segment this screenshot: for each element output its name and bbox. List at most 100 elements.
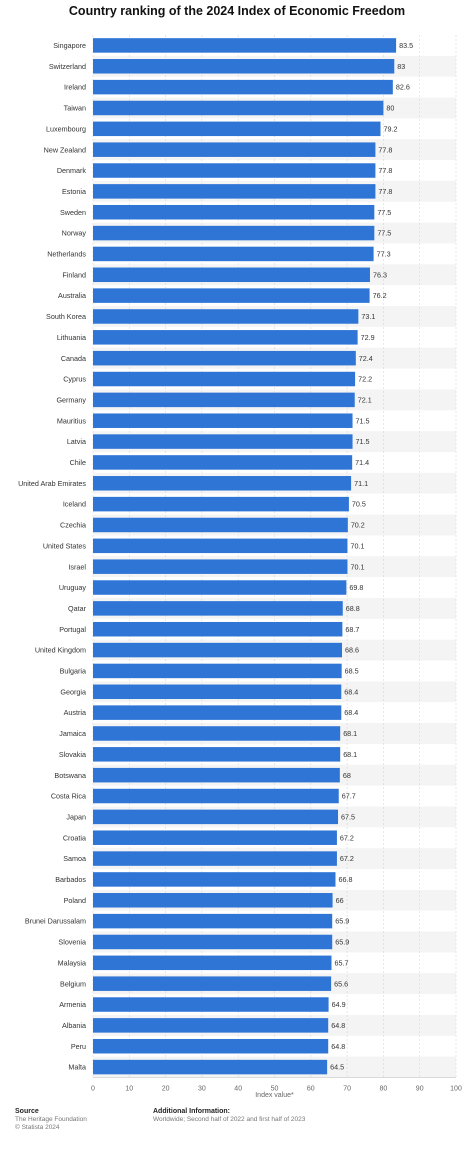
data-label: 70.1	[350, 562, 364, 571]
category-label: Uruguay	[59, 583, 87, 592]
bar	[93, 580, 347, 595]
data-label: 64.5	[330, 1063, 344, 1072]
category-label: Luxembourg	[46, 124, 86, 133]
bar	[93, 1059, 328, 1075]
category-label: Samoa	[63, 854, 86, 863]
bar	[93, 100, 384, 116]
data-label: 67.2	[340, 854, 354, 863]
data-label: 68.5	[345, 667, 359, 676]
bar	[93, 496, 349, 512]
data-label: 68.4	[344, 687, 358, 696]
data-label: 64.8	[331, 1021, 345, 1030]
data-label: 72.4	[359, 354, 373, 363]
category-label: Latvia	[67, 437, 86, 446]
x-tick-label: 90	[416, 1086, 424, 1093]
data-label: 68.4	[344, 708, 358, 717]
bar	[93, 121, 381, 137]
bar	[93, 413, 353, 428]
bar	[93, 997, 329, 1012]
bar	[93, 142, 376, 157]
bar	[93, 934, 333, 950]
category-label: United Kingdom	[35, 646, 86, 655]
x-tick-label: 60	[307, 1086, 315, 1093]
category-label: Slovakia	[59, 750, 86, 759]
data-label: 64.9	[332, 1000, 346, 1009]
category-label: Ireland	[64, 83, 86, 92]
bar	[93, 79, 393, 95]
data-label: 77.8	[378, 166, 392, 175]
source-line-1: The Heritage Foundation	[15, 1116, 87, 1123]
bar	[93, 621, 343, 637]
data-label: 77.8	[378, 187, 392, 196]
category-label: Taiwan	[64, 104, 86, 113]
bar	[93, 371, 356, 387]
category-label: Georgia	[60, 687, 86, 696]
bar	[93, 893, 333, 908]
category-label: Japan	[66, 812, 86, 821]
category-label: Australia	[58, 291, 86, 300]
x-tick-label: 50	[271, 1086, 279, 1093]
category-label: United Arab Emirates	[18, 479, 86, 488]
data-label: 79.2	[383, 124, 397, 133]
category-label: Sweden	[60, 208, 86, 217]
category-label: Albania	[62, 1021, 86, 1030]
bar	[93, 809, 339, 825]
category-label: New Zealand	[44, 145, 86, 154]
bar	[93, 38, 397, 53]
bar	[93, 225, 375, 241]
bar	[93, 267, 370, 283]
category-label: Jamaica	[59, 729, 86, 738]
data-label: 76.3	[373, 270, 387, 279]
data-label: 68.7	[345, 625, 359, 634]
data-label: 82.6	[396, 83, 410, 92]
data-label: 67.5	[341, 812, 355, 821]
category-label: Norway	[62, 229, 87, 238]
bar	[93, 204, 375, 220]
category-label: Iceland	[63, 500, 86, 509]
data-label: 76.2	[373, 291, 387, 300]
x-tick-label: 10	[125, 1086, 133, 1093]
bar	[93, 767, 340, 783]
data-label: 77.5	[377, 229, 391, 238]
bar	[93, 288, 370, 303]
bar	[93, 976, 332, 991]
bar	[93, 830, 337, 845]
data-label: 72.2	[358, 375, 372, 384]
data-label: 71.5	[356, 416, 370, 425]
category-label: Mauritius	[57, 416, 87, 425]
category-label: Netherlands	[47, 250, 86, 259]
additional-info-line-1: Worldwide; Second half of 2022 and first…	[153, 1116, 306, 1123]
category-label: Barbados	[55, 875, 86, 884]
x-tick-label: 100	[450, 1086, 462, 1093]
x-tick-label: 30	[198, 1086, 206, 1093]
additional-info-block: Additional Information: Worldwide; Secon…	[153, 1108, 305, 1124]
additional-info-heading: Additional Information:	[153, 1108, 230, 1115]
bar	[93, 330, 358, 345]
data-label: 70.2	[351, 521, 365, 530]
data-label: 83.5	[399, 41, 413, 50]
category-label: Peru	[71, 1042, 86, 1051]
category-label: Czechia	[60, 521, 86, 530]
data-label: 65.7	[334, 958, 348, 967]
bar	[93, 517, 348, 533]
bar	[93, 434, 353, 449]
bar	[93, 642, 343, 658]
data-label: 77.8	[378, 145, 392, 154]
category-label: Costa Rica	[51, 792, 86, 801]
category-label: Germany	[56, 395, 86, 404]
data-label: 68.8	[346, 604, 360, 613]
bar	[93, 788, 339, 804]
bar	[93, 747, 341, 762]
x-tick-label: 0	[91, 1086, 95, 1093]
bar	[93, 246, 374, 262]
source-block: Source The Heritage Foundation © Statist…	[15, 1108, 87, 1132]
data-label: 70.5	[352, 500, 366, 509]
category-label: Qatar	[68, 604, 87, 613]
category-label: Malaysia	[58, 958, 86, 967]
bar	[93, 726, 341, 741]
x-tick-label: 80	[380, 1086, 388, 1093]
bar	[93, 1038, 329, 1054]
category-label: Austria	[64, 708, 86, 717]
category-label: Finland	[62, 270, 86, 279]
category-label: Belgium	[60, 979, 86, 988]
